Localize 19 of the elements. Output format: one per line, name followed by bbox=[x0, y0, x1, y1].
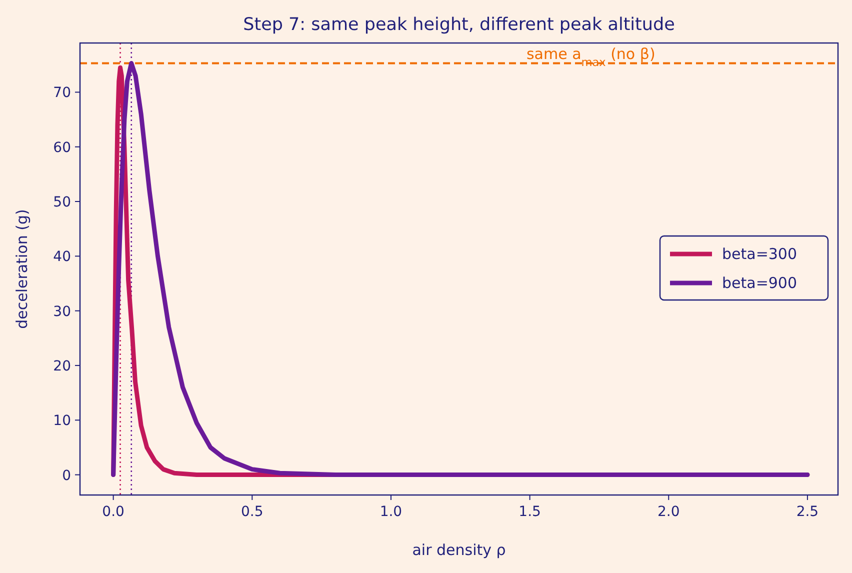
y-tick-label: 60 bbox=[53, 140, 71, 156]
chart-title: Step 7: same peak height, different peak altitude bbox=[243, 15, 675, 35]
y-tick-label: 30 bbox=[53, 304, 71, 320]
y-axis-title: deceleration (g) bbox=[13, 209, 31, 329]
y-tick-label: 70 bbox=[53, 85, 71, 102]
x-tick-label: 0.5 bbox=[241, 504, 264, 520]
x-tick-label: 1.5 bbox=[518, 504, 541, 520]
y-tick-label: 10 bbox=[53, 413, 71, 430]
y-tick-label: 0 bbox=[62, 468, 71, 484]
y-tick-label: 40 bbox=[53, 249, 71, 266]
y-tick-label: 50 bbox=[53, 194, 71, 210]
x-tick-label: 2.5 bbox=[796, 504, 819, 520]
x-tick-label: 2.0 bbox=[657, 504, 680, 520]
legend-label: beta=300 bbox=[722, 245, 798, 263]
x-tick-label: 0.0 bbox=[102, 504, 124, 520]
y-tick-label: 20 bbox=[53, 358, 71, 374]
x-axis-title: air density ρ bbox=[412, 541, 506, 559]
x-tick-label: 1.0 bbox=[380, 504, 402, 520]
legend-label: beta=900 bbox=[722, 274, 798, 292]
